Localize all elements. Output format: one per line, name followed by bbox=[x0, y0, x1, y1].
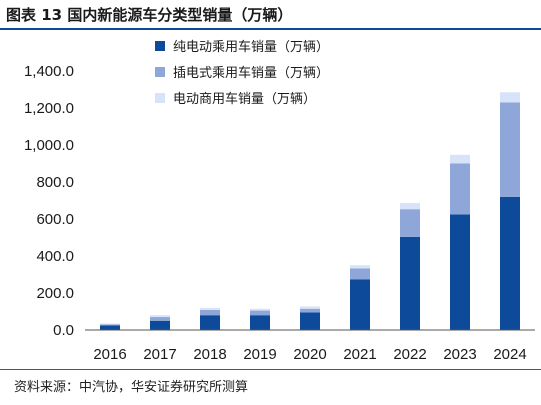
y-tick-label: 1,200.0 bbox=[24, 100, 74, 117]
bar-segment-phev-2021 bbox=[350, 268, 370, 280]
y-tick-label: 400.0 bbox=[36, 248, 74, 265]
source-note: 资料来源：中汽协，华安证券研究所测算 bbox=[14, 380, 249, 395]
bar-segment-commercial-2021 bbox=[350, 265, 370, 269]
x-tick-label: 2021 bbox=[343, 346, 376, 363]
y-tick-label: 200.0 bbox=[36, 285, 74, 302]
bar-segment-commercial-2020 bbox=[300, 306, 320, 309]
bar-segment-phev-2023 bbox=[450, 163, 470, 215]
bar-segment-bev-2020 bbox=[300, 312, 320, 330]
legend: 纯电动乘用车销量（万辆） 插电式乘用车销量（万辆） 电动商用车销量（万辆） bbox=[155, 39, 329, 107]
bar-segment-phev-2024 bbox=[500, 102, 520, 197]
bar-segment-commercial-2016 bbox=[100, 323, 120, 325]
bar-segment-commercial-2023 bbox=[450, 154, 470, 164]
bar-segment-bev-2023 bbox=[450, 214, 470, 330]
bar-chart: 纯电动乘用车销量（万辆） 插电式乘用车销量（万辆） 电动商用车销量（万辆） 0.… bbox=[24, 39, 535, 363]
bars bbox=[100, 92, 520, 330]
legend-label-bev: 纯电动乘用车销量（万辆） bbox=[173, 39, 329, 55]
y-tick-label: 1,400.0 bbox=[24, 63, 74, 80]
bar-segment-bev-2018 bbox=[200, 315, 220, 330]
bar-segment-phev-2020 bbox=[300, 308, 320, 313]
bar-segment-phev-2018 bbox=[200, 310, 220, 316]
x-tick-label: 2022 bbox=[393, 346, 426, 363]
x-tick-label: 2018 bbox=[193, 346, 226, 363]
legend-swatch-commercial bbox=[155, 93, 165, 103]
bar-segment-bev-2017 bbox=[150, 320, 170, 330]
x-tick-label: 2020 bbox=[293, 346, 326, 363]
title-divider bbox=[0, 28, 541, 30]
x-tick-label: 2024 bbox=[493, 346, 526, 363]
x-tick-label: 2023 bbox=[443, 346, 476, 363]
bar-segment-phev-2022 bbox=[400, 209, 420, 237]
x-tick-label: 2016 bbox=[93, 346, 126, 363]
bar-segment-bev-2024 bbox=[500, 196, 520, 330]
x-axis-ticks: 2016 2017 2018 2019 2020 2021 2022 2023 2024 bbox=[93, 346, 526, 363]
bar-segment-phev-2016 bbox=[100, 324, 120, 326]
x-tick-label: 2017 bbox=[143, 346, 176, 363]
legend-label-commercial: 电动商用车销量（万辆） bbox=[173, 91, 316, 107]
source-divider bbox=[0, 369, 541, 370]
bar-segment-commercial-2017 bbox=[150, 315, 170, 318]
bar-segment-phev-2019 bbox=[250, 310, 270, 316]
y-axis-ticks: 0.0 200.0 400.0 600.0 800.0 1,000.0 1,200.0 1,4… bbox=[24, 63, 74, 339]
y-tick-label: 600.0 bbox=[36, 211, 74, 228]
bar-segment-commercial-2018 bbox=[200, 307, 220, 311]
bar-segment-phev-2017 bbox=[150, 317, 170, 321]
bar-segment-commercial-2019 bbox=[250, 308, 270, 311]
legend-swatch-bev bbox=[155, 41, 165, 51]
bar-segment-bev-2019 bbox=[250, 315, 270, 330]
y-tick-label: 0.0 bbox=[53, 322, 74, 339]
y-tick-label: 1,000.0 bbox=[24, 137, 74, 154]
bar-segment-bev-2022 bbox=[400, 236, 420, 330]
y-tick-label: 800.0 bbox=[36, 174, 74, 191]
legend-swatch-phev bbox=[155, 67, 165, 77]
legend-label-phev: 插电式乘用车销量（万辆） bbox=[173, 65, 329, 81]
chart-title: 图表 13 国内新能源车分类型销量（万辆） bbox=[6, 6, 293, 24]
bar-segment-commercial-2024 bbox=[500, 92, 520, 103]
bar-segment-bev-2016 bbox=[100, 325, 120, 330]
x-tick-label: 2019 bbox=[243, 346, 276, 363]
bar-segment-commercial-2022 bbox=[400, 203, 420, 210]
bar-segment-bev-2021 bbox=[350, 279, 370, 330]
